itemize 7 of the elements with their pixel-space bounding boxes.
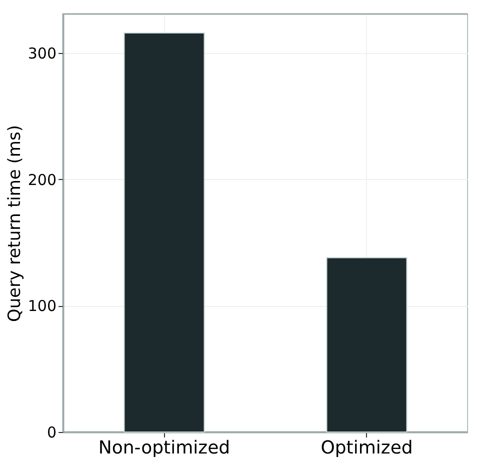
y-tick-label: 100 [28,297,56,316]
x-tick-label: Optimized [320,438,413,458]
x-tick-label: Non-optimized [98,438,230,458]
y-tick-label: 0 [46,424,56,442]
y-tick-label: 300 [28,44,56,63]
y-tick-label: 200 [28,170,56,189]
y-axis-title: Query return time (ms) [4,125,25,322]
